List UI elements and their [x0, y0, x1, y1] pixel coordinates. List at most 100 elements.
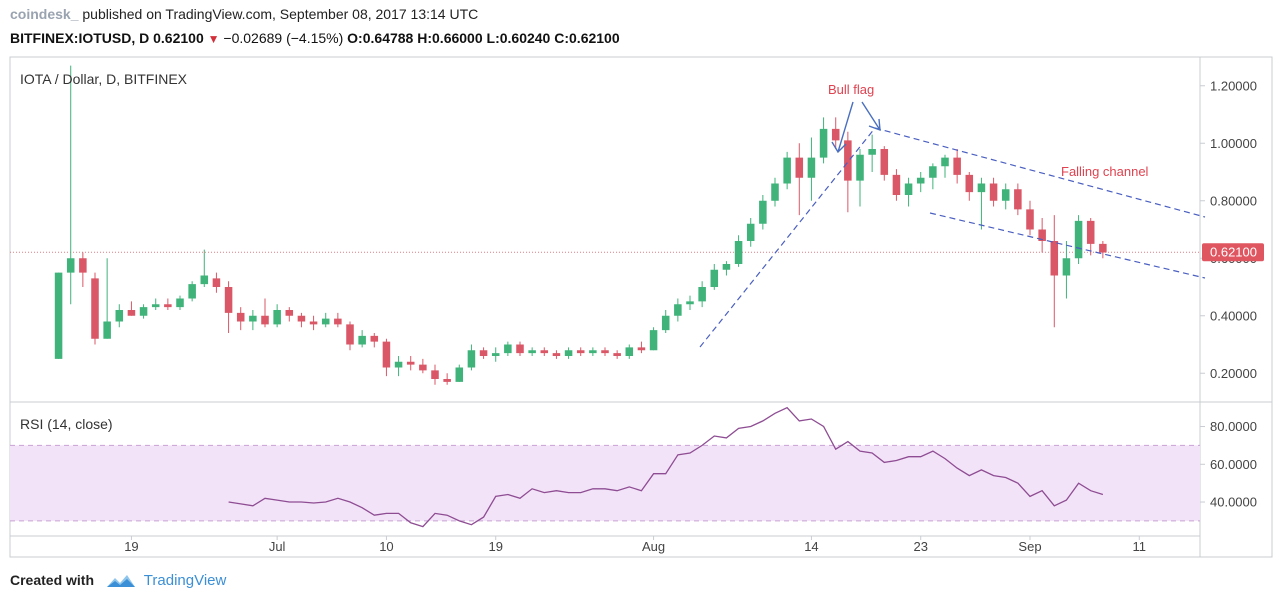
candle[interactable]	[929, 163, 937, 190]
candle[interactable]	[1099, 241, 1107, 259]
candle[interactable]	[698, 281, 706, 308]
candle[interactable]	[564, 347, 573, 359]
candle[interactable]	[771, 177, 779, 207]
publisher-name: coindesk_	[10, 6, 79, 22]
candle[interactable]	[540, 347, 549, 356]
candle[interactable]	[1086, 218, 1095, 256]
rsi-pane-title: RSI (14, close)	[20, 416, 113, 432]
candle[interactable]	[66, 65, 75, 305]
candle[interactable]	[953, 149, 961, 184]
candle[interactable]	[977, 177, 986, 230]
candle[interactable]	[710, 264, 719, 290]
candle[interactable]	[674, 298, 682, 322]
candle[interactable]	[127, 301, 136, 316]
candle[interactable]	[188, 281, 196, 302]
candle[interactable]	[989, 177, 998, 207]
candle[interactable]	[892, 169, 901, 201]
candle[interactable]	[807, 137, 816, 201]
candle[interactable]	[261, 298, 269, 328]
candle[interactable]	[1001, 183, 1010, 210]
current-price-tag	[1202, 243, 1264, 262]
time-axis[interactable]: 19 Jul 10 19 Aug 14 23 Sep 11	[124, 536, 1146, 554]
candle[interactable]	[212, 272, 221, 293]
candle[interactable]	[819, 117, 828, 164]
time-tick-label: 14	[804, 539, 818, 554]
candle[interactable]	[285, 307, 294, 322]
candle[interactable]	[224, 281, 233, 333]
candle[interactable]	[103, 258, 111, 339]
candle[interactable]	[139, 304, 148, 319]
candle[interactable]	[965, 172, 974, 201]
candle[interactable]	[297, 312, 306, 328]
candle[interactable]	[783, 151, 791, 190]
candle[interactable]	[406, 356, 415, 371]
price-axis[interactable]: 1.200001.000000.800000.600000.400000.200…	[1200, 78, 1257, 381]
candle[interactable]	[649, 327, 658, 351]
candle[interactable]	[661, 310, 670, 333]
candle[interactable]	[455, 364, 464, 382]
candle[interactable]	[164, 298, 172, 311]
candle[interactable]	[625, 344, 634, 359]
candle[interactable]	[394, 356, 403, 377]
candle[interactable]	[734, 235, 743, 267]
candle[interactable]	[637, 341, 646, 354]
rsi-line[interactable]	[228, 406, 1104, 528]
candle[interactable]	[1062, 241, 1071, 299]
candle[interactable]	[479, 347, 488, 359]
candle[interactable]	[576, 347, 585, 356]
candle[interactable]	[491, 347, 500, 362]
candle[interactable]	[528, 347, 536, 356]
candle[interactable]	[334, 312, 342, 328]
candle-series[interactable]	[54, 65, 1107, 385]
candle[interactable]	[722, 261, 731, 276]
candle[interactable]	[431, 364, 439, 385]
candle-body	[989, 183, 998, 201]
candle[interactable]	[759, 195, 767, 230]
tradingview-link[interactable]: TradingView	[143, 572, 227, 589]
candle[interactable]	[1074, 215, 1083, 264]
candle[interactable]	[613, 350, 621, 359]
candle[interactable]	[273, 304, 281, 328]
candle[interactable]	[151, 298, 160, 311]
candle[interactable]	[467, 344, 476, 371]
rsi-axis[interactable]: 80.0000 60.0000 40.0000	[1200, 419, 1257, 510]
candle[interactable]	[346, 321, 354, 351]
candle[interactable]	[868, 134, 876, 172]
candle-body	[1062, 258, 1071, 276]
candle[interactable]	[79, 252, 87, 288]
candle[interactable]	[589, 347, 597, 356]
price-tick-label: 1.20000	[1210, 78, 1257, 93]
candle[interactable]	[176, 295, 184, 310]
candle[interactable]	[115, 304, 124, 328]
candle[interactable]	[941, 154, 949, 178]
candle[interactable]	[249, 310, 257, 331]
candle[interactable]	[856, 149, 864, 207]
candle[interactable]	[1014, 183, 1022, 216]
candle[interactable]	[443, 373, 451, 385]
candle[interactable]	[236, 307, 245, 331]
candle[interactable]	[880, 146, 889, 181]
candle[interactable]	[54, 272, 63, 359]
candle[interactable]	[91, 272, 99, 345]
candle[interactable]	[746, 218, 755, 247]
candle[interactable]	[309, 315, 318, 331]
candle[interactable]	[516, 341, 524, 356]
candle[interactable]	[1026, 200, 1034, 236]
candle[interactable]	[795, 143, 804, 216]
candle[interactable]	[1050, 215, 1059, 328]
candle[interactable]	[358, 330, 366, 348]
candle[interactable]	[552, 350, 561, 359]
candle[interactable]	[601, 347, 609, 356]
candle[interactable]	[200, 249, 209, 287]
candle[interactable]	[504, 341, 512, 356]
candle[interactable]	[370, 333, 379, 348]
candle[interactable]	[916, 172, 925, 193]
candle[interactable]	[321, 312, 330, 328]
candle[interactable]	[382, 338, 391, 377]
candle[interactable]	[1038, 218, 1046, 253]
candle[interactable]	[686, 295, 694, 310]
candle[interactable]	[419, 358, 427, 374]
candle[interactable]	[831, 117, 840, 149]
candle[interactable]	[904, 177, 913, 207]
candle[interactable]	[844, 131, 852, 213]
